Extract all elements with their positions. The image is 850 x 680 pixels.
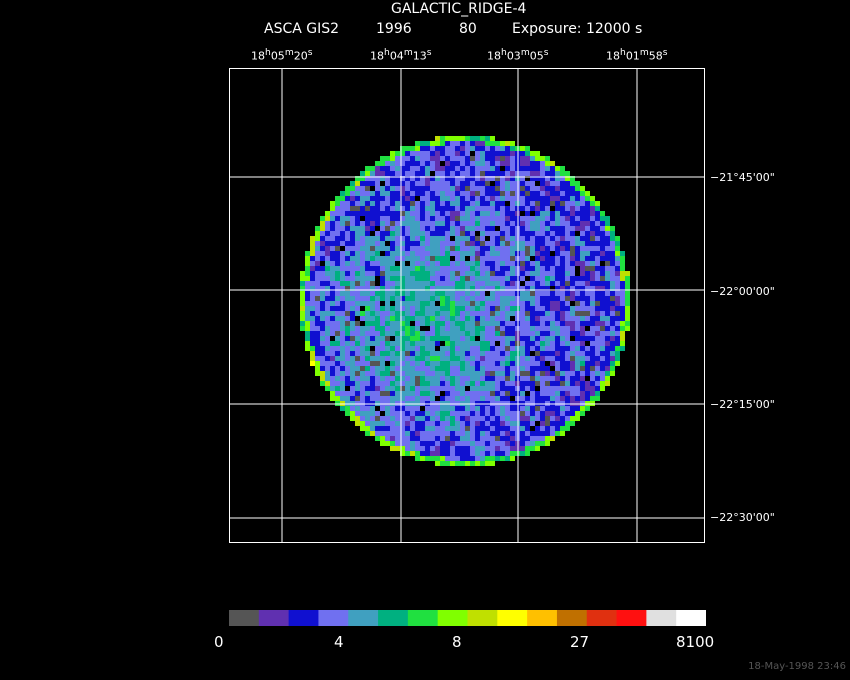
instrument-label: ASCA GIS2: [264, 21, 340, 37]
colorbar-tick-label: 8100: [676, 633, 715, 651]
year-label: 1996: [376, 21, 412, 37]
colorbar-tick-label: 4: [334, 633, 344, 651]
xray-image-plot: [229, 68, 705, 543]
colorbar-swatch: [288, 610, 319, 626]
colorbar-swatch: [586, 610, 618, 626]
colorbar-swatch: [646, 610, 677, 626]
colorbar: [229, 610, 706, 626]
footer-timestamp: 18-May-1998 23:46: [748, 661, 846, 672]
dec-label: −22°30'00": [710, 511, 775, 524]
colorbar-swatch: [258, 610, 290, 626]
sequence-label: 80: [459, 21, 477, 37]
colorbar-tick-label: 27: [570, 633, 590, 651]
colorbar-swatch: [348, 610, 379, 626]
colorbar-swatch: [437, 610, 468, 626]
colorbar-swatch: [407, 610, 439, 626]
colorbar-swatch: [318, 610, 349, 626]
dec-label: −22°15'00": [710, 398, 775, 411]
colorbar-swatch: [676, 610, 706, 626]
colorbar-swatch: [616, 610, 647, 626]
ra-label: 18h01m58s: [606, 47, 668, 63]
colorbar-swatch: [527, 610, 558, 626]
image-title: GALACTIC_RIDGE-4: [391, 1, 527, 17]
coordinate-grid: [229, 68, 705, 543]
colorbar-tick-label: 8: [452, 633, 462, 651]
ra-label: 18h04m13s: [370, 47, 432, 63]
colorbar-swatch: [497, 610, 528, 626]
ra-label: 18h05m20s: [251, 47, 313, 63]
colorbar-swatch: [467, 610, 498, 626]
colorbar-swatch: [378, 610, 409, 626]
ra-label: 18h03m05s: [487, 47, 549, 63]
colorbar-swatch: [556, 610, 588, 626]
dec-label: −21°45'00": [710, 171, 775, 184]
colorbar-swatch: [229, 610, 260, 626]
dec-label: −22°00'00": [710, 285, 775, 298]
exposure-label: Exposure: 12000 s: [512, 21, 643, 37]
colorbar-tick-label: 0: [214, 633, 224, 651]
